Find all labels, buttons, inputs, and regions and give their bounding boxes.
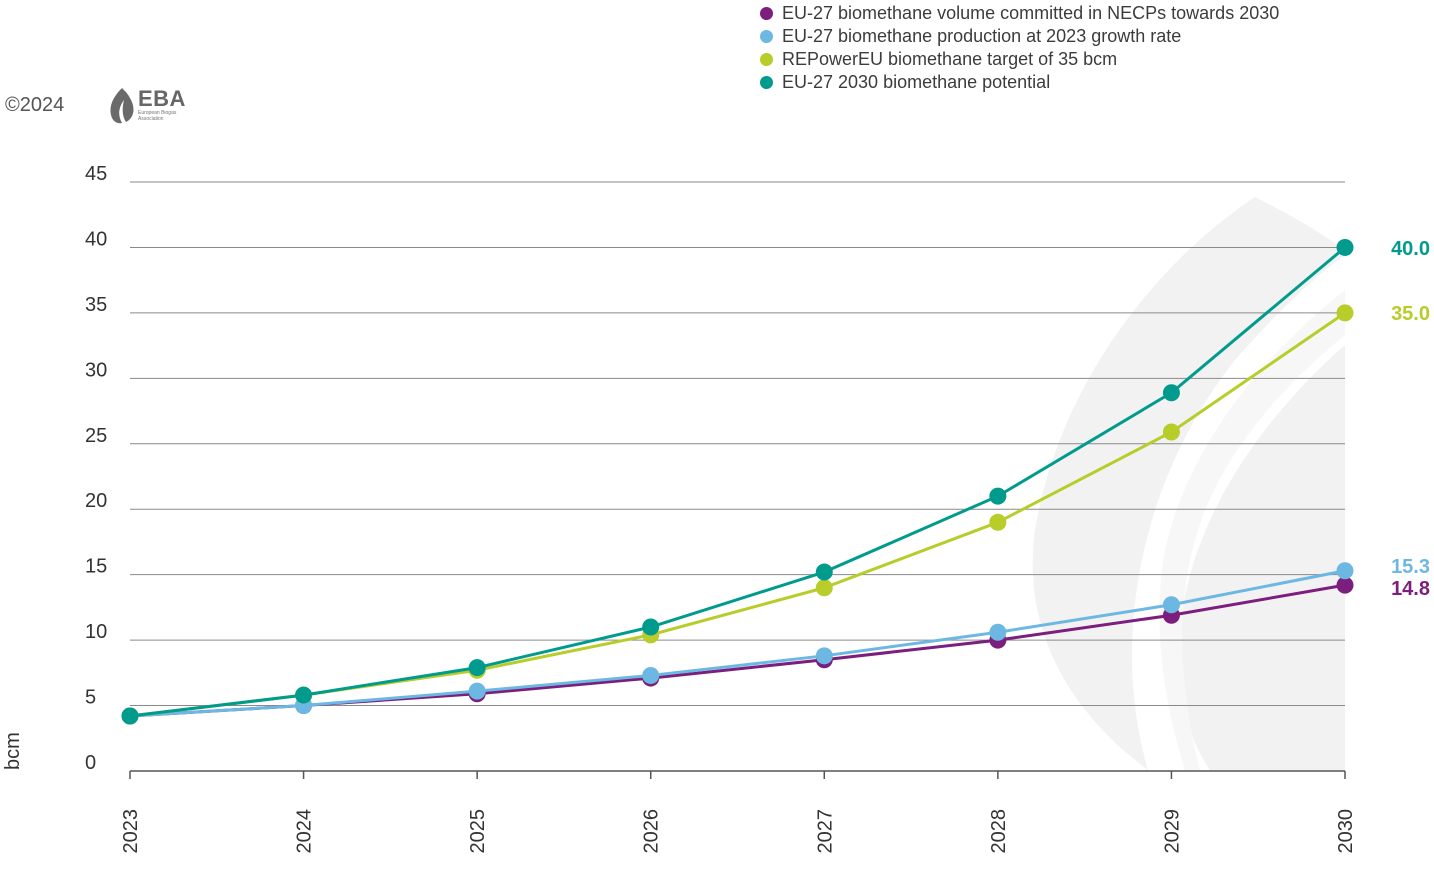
data-point-potential-2030 xyxy=(1336,238,1354,256)
data-point-growth-rate-2025 xyxy=(468,682,486,700)
y-tick-label-5: 5 xyxy=(85,687,96,709)
y-tick-label-45: 45 xyxy=(85,163,107,185)
series-growth-rate xyxy=(121,562,1354,725)
x-tick-label-2029: 2029 xyxy=(1161,809,1183,854)
legend-entry-necp: EU-27 biomethane volume committed in NEC… xyxy=(760,2,1279,25)
legend-swatch-growth-rate xyxy=(760,30,773,43)
x-tick-label-2024: 2024 xyxy=(294,809,316,854)
end-label-necp: 14.8 xyxy=(1391,578,1430,600)
legend-label-growth-rate: EU-27 biomethane production at 2023 grow… xyxy=(782,26,1182,46)
series-potential xyxy=(121,238,1354,725)
legend-label-potential: EU-27 2030 biomethane potential xyxy=(782,72,1051,92)
legend-entry-repowereu: REPowerEU biomethane target of 35 bcm xyxy=(760,48,1279,71)
y-axis-ticks: 0 5 10 15 20 25 30 35 40 45 xyxy=(85,163,107,774)
end-labels: 14.815.3 35.0 40.0 xyxy=(1391,238,1430,600)
series-line-growth-rate xyxy=(129,569,1346,718)
data-point-repowereu-2028 xyxy=(989,513,1007,531)
data-point-potential-2026 xyxy=(642,618,660,636)
data-point-growth-rate-2030 xyxy=(1336,562,1354,580)
data-point-potential-2028 xyxy=(989,487,1007,505)
legend-swatch-potential xyxy=(760,76,773,89)
leaf-icon xyxy=(110,88,134,124)
legend-swatch-repowereu xyxy=(760,53,773,66)
end-label-repowereu: 35.0 xyxy=(1391,303,1430,325)
y-tick-label-0: 0 xyxy=(85,752,96,774)
legend-label-necp: EU-27 biomethane volume committed in NEC… xyxy=(782,3,1280,23)
data-point-growth-rate-2028 xyxy=(989,623,1007,641)
y-tick-label-40: 40 xyxy=(85,228,107,250)
data-point-repowereu-2027 xyxy=(815,579,833,597)
series-line-potential xyxy=(129,246,1346,718)
copyright-text: ©2024 xyxy=(5,94,65,116)
legend-swatch-necp xyxy=(760,7,773,20)
data-point-growth-rate-2026 xyxy=(642,666,660,684)
legend-label-repowereu: REPowerEU biomethane target of 35 bcm xyxy=(782,49,1118,69)
y-tick-label-20: 20 xyxy=(85,490,107,512)
logo-wordmark: EBA xyxy=(138,86,186,111)
grid-lines xyxy=(130,181,1345,707)
data-point-growth-rate-2029 xyxy=(1162,596,1180,614)
data-point-potential-2027 xyxy=(815,563,833,581)
end-label-potential: 40.0 xyxy=(1391,238,1430,260)
legend-entry-potential: EU-27 2030 biomethane potential xyxy=(760,71,1279,94)
end-label-growth-rate: 15.3 xyxy=(1391,556,1430,578)
leaf-watermark xyxy=(1032,197,1345,770)
x-tick-label-2028: 2028 xyxy=(988,809,1010,854)
y-tick-label-35: 35 xyxy=(85,294,107,316)
x-tick-label-2026: 2026 xyxy=(641,809,663,854)
x-axis: 2023 2024 2025 2026 2027 2028 2029 2030 xyxy=(120,770,1357,854)
legend-entry-growth-rate: EU-27 biomethane production at 2023 grow… xyxy=(760,25,1279,48)
eba-logo: EBA European Biogas Association xyxy=(108,86,190,126)
y-tick-label-30: 30 xyxy=(85,359,107,381)
x-tick-label-2023: 2023 xyxy=(120,809,142,854)
x-tick-label-2025: 2025 xyxy=(467,809,489,854)
chart-legend: EU-27 biomethane volume committed in NEC… xyxy=(760,2,1279,94)
x-tick-label-2027: 2027 xyxy=(814,809,836,854)
logo-subtitle: European Biogas Association xyxy=(138,110,177,122)
data-point-potential-2023 xyxy=(121,707,139,725)
data-point-repowereu-2030 xyxy=(1336,304,1354,322)
data-point-potential-2024 xyxy=(295,686,313,704)
y-tick-label-15: 15 xyxy=(85,556,107,578)
data-point-potential-2029 xyxy=(1162,384,1180,402)
data-point-necp-2030 xyxy=(1336,576,1354,594)
y-tick-label-10: 10 xyxy=(85,621,107,643)
data-point-potential-2025 xyxy=(468,659,486,677)
y-tick-label-25: 25 xyxy=(85,425,107,447)
x-tick-label-2030: 2030 xyxy=(1335,809,1357,854)
y-axis-label: bcm xyxy=(2,732,24,770)
series-layer xyxy=(121,238,1354,725)
data-point-repowereu-2029 xyxy=(1162,423,1180,441)
data-point-growth-rate-2027 xyxy=(815,647,833,665)
